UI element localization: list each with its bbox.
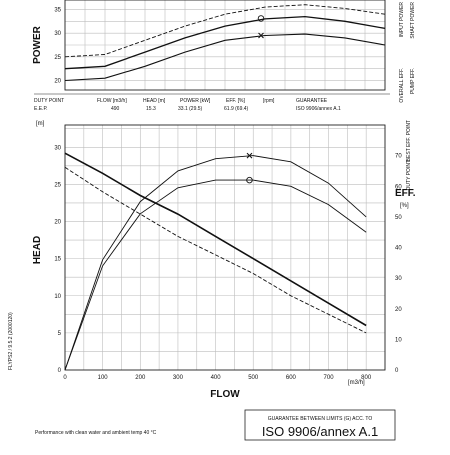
flow-x-tick-label: 800 — [361, 375, 372, 381]
best-eff-point-marker — [246, 152, 253, 159]
flow-x-tick-label: 500 — [248, 375, 259, 381]
side-code: FLYPS2 / 9.5.2 (2000120) — [8, 312, 14, 370]
table-value-eff: 61.9 (69.4) — [224, 106, 249, 112]
head-y-unit: [m] — [36, 121, 45, 127]
table-value-duty: E.E.P. — [34, 106, 48, 112]
eff-y-tick-label: 40 — [395, 246, 402, 252]
duty-point-marker — [246, 176, 253, 184]
guarantee-title: GUARANTEE BETWEEN LIMITS (G) ACC. TO — [268, 416, 373, 422]
flow-x-tick-label: 200 — [135, 375, 146, 381]
guarantee-box — [244, 409, 396, 441]
guarantee-standard: ISO 9906/annex A.1 — [262, 424, 378, 439]
head-y-tick-label: 0 — [58, 368, 62, 374]
flow-x-tick-label: 0 — [63, 375, 67, 381]
overall-eff-curve — [64, 179, 367, 371]
table-header-guarantee: GUARANTEE — [296, 98, 328, 104]
power-y-ticks: 20 25 30 35 — [54, 7, 61, 84]
power-y-tick-label: 35 — [54, 7, 61, 13]
pump-eff-curve — [64, 155, 367, 371]
power-grid — [64, 0, 386, 90]
table-header-power: POWER [kW] — [180, 98, 211, 104]
table-value-power: 33.1 (29.5) — [178, 106, 203, 112]
power-y-tick-label: 30 — [54, 31, 61, 37]
head-lower-limit-curve — [64, 166, 367, 334]
head-y-tick-label: 5 — [58, 331, 62, 337]
head-frame — [64, 124, 386, 371]
legend-overall-eff: OVERALL EFF. — [399, 68, 405, 103]
duty-point-table: DUTY POINT FLOW [m3/h] HEAD [m] POWER [k… — [34, 93, 390, 112]
head-y-tick-label: 20 — [54, 220, 61, 226]
power-y-label: POWER — [32, 25, 43, 64]
table-header-flow: FLOW [m3/h] — [97, 98, 127, 104]
head-y-tick-label: 15 — [54, 257, 61, 263]
power-shaft-marker — [258, 32, 264, 39]
power-duty-marker — [257, 15, 265, 22]
eff-y-tick-label: 50 — [395, 215, 402, 221]
legend-shaft-power: SHAFT POWER — [410, 2, 416, 39]
power-panel: 20 25 30 35 POWER INPUT POWER SHAFT POWER O… — [32, 0, 416, 103]
eff-y-tick-label: 60 — [395, 184, 402, 190]
eff-y-tick-label: 0 — [395, 368, 399, 374]
eff-axis-unit: [%] — [400, 203, 409, 209]
legend-input-power: INPUT POWER — [399, 2, 405, 38]
table-header-eff: EFF. [%] — [226, 98, 246, 104]
eff-y-tick-label: 30 — [395, 276, 402, 282]
flow-x-tick-label: 100 — [98, 375, 109, 381]
head-y-tick-label: 10 — [54, 294, 61, 300]
flow-x-tick-label: 300 — [173, 375, 184, 381]
power-curves — [64, 4, 386, 82]
table-value-head: 15.3 — [146, 106, 156, 112]
head-y-tick-label: 30 — [54, 145, 61, 151]
power-y-tick-label: 25 — [54, 55, 61, 61]
flow-x-tick-label: 600 — [286, 375, 297, 381]
footer-note: Performance with clean water and ambient… — [35, 430, 157, 436]
eff-y-tick-label: 10 — [395, 337, 402, 343]
head-curves — [64, 152, 367, 371]
flow-x-ticks: 0 100 200 300 400 500 600 700 800 — [63, 375, 372, 381]
head-y-tick-label: 25 — [54, 182, 61, 188]
flow-x-unit: [m3/h] — [348, 380, 365, 386]
flow-x-label: FLOW — [210, 389, 240, 400]
power-y-tick-label: 20 — [54, 79, 61, 85]
head-y-label: HEAD — [32, 236, 43, 264]
lower-power-curve — [64, 33, 386, 82]
shaft-power-curve — [64, 15, 386, 70]
table-header-rpm: [rpm] — [263, 98, 275, 104]
table-header-duty: DUTY POINT — [34, 98, 64, 104]
footer: Performance with clean water and ambient… — [35, 409, 396, 441]
head-grid — [64, 125, 386, 371]
eff-y-tick-label: 20 — [395, 307, 402, 313]
table-value-guarantee: ISO 9906/annex A.1 — [296, 106, 341, 112]
eff-axis-label: EFF. — [395, 188, 416, 199]
legend-duty-point: DUTY POINT — [406, 160, 412, 190]
table-value-flow: 490 — [111, 106, 120, 112]
head-y-ticks: 0 5 10 15 20 25 30 — [54, 145, 61, 374]
eff-y-tick-label: 70 — [395, 154, 402, 160]
legend-pump-eff: PUMP EFF. — [410, 68, 416, 94]
table-header-head: HEAD [m] — [143, 98, 166, 104]
flow-x-tick-label: 700 — [324, 375, 335, 381]
flow-x-tick-label: 400 — [211, 375, 222, 381]
legend-best-eff-point: BEST EFF. POINT — [406, 120, 412, 161]
head-curve — [64, 152, 367, 327]
eff-y-ticks: 0 10 20 30 40 50 60 70 — [395, 154, 402, 374]
input-power-curve — [64, 4, 386, 58]
